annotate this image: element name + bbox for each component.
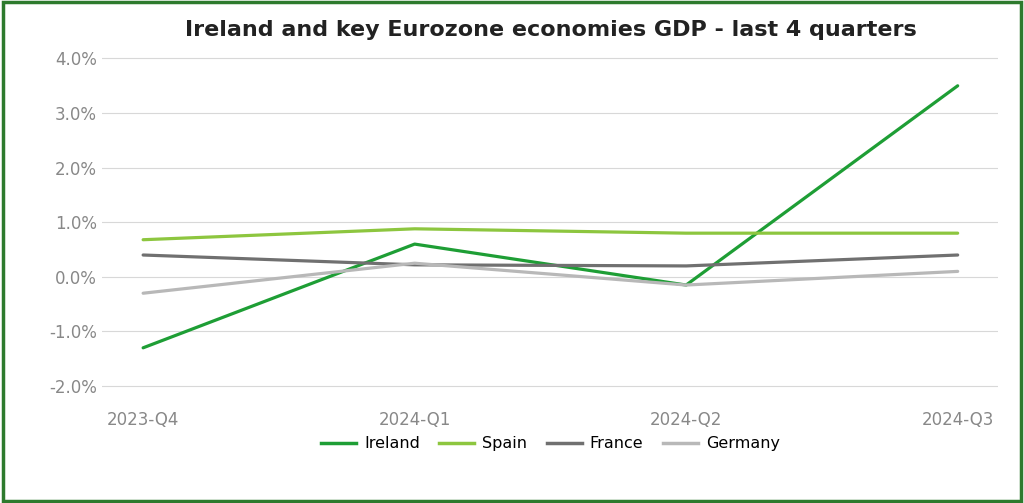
Title: Ireland and key Eurozone economies GDP - last 4 quarters: Ireland and key Eurozone economies GDP -… bbox=[184, 21, 916, 40]
Legend: Ireland, Spain, France, Germany: Ireland, Spain, France, Germany bbox=[314, 430, 786, 458]
